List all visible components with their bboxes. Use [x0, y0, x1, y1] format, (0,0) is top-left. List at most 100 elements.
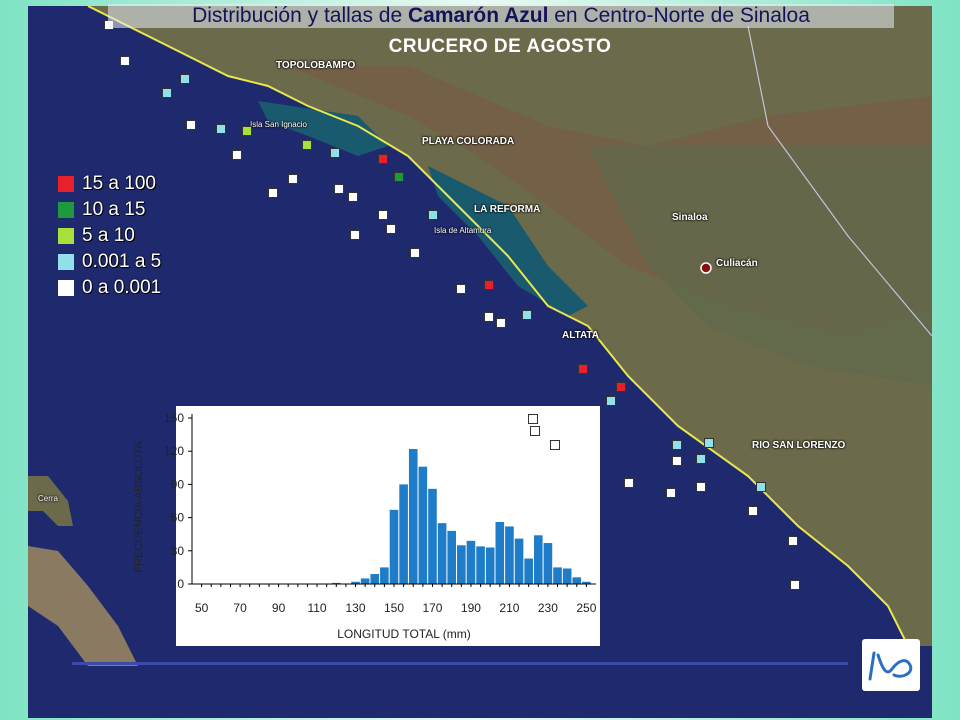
- histogram-bar: [370, 574, 380, 584]
- station-marker: [428, 210, 438, 220]
- legend-label: 15 a 100: [82, 173, 156, 194]
- x-tick-label: 250: [576, 601, 596, 615]
- legend-label: 0.001 a 5: [82, 251, 162, 272]
- station-marker: [484, 280, 494, 290]
- station-marker: [578, 364, 588, 374]
- length-histogram: 0 30 60 90 120 150 50 70 90 110 130 150 170 190 210 23…: [133, 411, 597, 641]
- station-marker: [666, 488, 676, 498]
- place-isla-altamura: Isla de Altamura: [434, 226, 492, 235]
- histogram-bar: [331, 582, 341, 584]
- histogram-bar: [360, 578, 370, 584]
- station-marker: [120, 56, 130, 66]
- y-tick-label: 60: [171, 511, 185, 525]
- title-background: [108, 4, 894, 28]
- station-marker: [550, 440, 560, 450]
- legend-label: 5 a 10: [82, 225, 135, 246]
- place-playa-colorada: PLAYA COLORADA: [422, 136, 515, 147]
- station-marker: [496, 318, 506, 328]
- histogram-bar: [505, 526, 514, 584]
- station-marker: [242, 126, 252, 136]
- histogram-bar: [553, 567, 562, 584]
- place-topolobampo: TOPOLOBAMPO: [276, 60, 356, 71]
- y-tick-label: 150: [164, 411, 184, 425]
- station-marker: [268, 188, 278, 198]
- x-axis-label: LONGITUD TOTAL (mm): [337, 627, 471, 641]
- histogram-bar: [514, 538, 524, 584]
- x-axis-ticks: 50 70 90 110 130 150 170 190 210 230 250: [195, 584, 597, 615]
- station-marker: [704, 438, 714, 448]
- title-species: Camarón Azul: [408, 4, 549, 27]
- place-cerra: Cerra: [38, 494, 59, 503]
- farmland-area-east: [588, 146, 932, 386]
- x-tick-label: 170: [422, 601, 442, 615]
- place-culiacan: Culiacán: [716, 258, 758, 269]
- station-marker: [696, 454, 706, 464]
- station-marker: [302, 140, 312, 150]
- station-marker: [748, 506, 758, 516]
- place-sinaloa: Sinaloa: [672, 212, 708, 223]
- histogram-bar: [418, 466, 428, 584]
- station-marker: [456, 284, 466, 294]
- histogram-bar: [351, 581, 360, 584]
- station-marker: [330, 148, 340, 158]
- station-marker: [410, 248, 420, 258]
- y-tick-label: 30: [171, 544, 185, 558]
- city-marker-culiacan: [700, 262, 712, 274]
- histogram-bar: [399, 484, 408, 584]
- chart-panel: [176, 406, 600, 646]
- station-marker: [334, 184, 344, 194]
- title-part-1: Distribución y tallas de: [192, 4, 408, 27]
- footer-divider: [72, 662, 848, 665]
- station-marker: [378, 210, 388, 220]
- histogram-bar: [524, 558, 533, 584]
- legend-label: 0 a 0.001: [82, 277, 162, 298]
- x-tick-label: 190: [461, 601, 481, 615]
- station-marker: [180, 74, 190, 84]
- station-marker: [788, 536, 798, 546]
- place-altata: ALTATA: [562, 330, 600, 341]
- station-marker: [616, 382, 626, 392]
- x-tick-label: 110: [307, 601, 326, 615]
- station-marker: [672, 456, 682, 466]
- histogram-bar: [380, 567, 389, 584]
- histogram-bar: [437, 523, 447, 584]
- y-tick-label: 0: [177, 577, 184, 591]
- x-tick-label: 150: [384, 601, 404, 615]
- place-la-reforma: LA REFORMA: [474, 204, 541, 215]
- y-tick-label: 120: [164, 444, 184, 458]
- station-marker: [606, 396, 616, 406]
- map-subtitle: CRUCERO DE AGOSTO: [388, 36, 612, 57]
- station-marker: [378, 154, 388, 164]
- peninsula-south: [28, 546, 138, 666]
- y-tick-label: 90: [171, 477, 185, 491]
- histogram-bar: [457, 545, 466, 584]
- histogram-bar: [495, 522, 505, 584]
- coastline: [87, 6, 909, 647]
- histogram-bar: [572, 577, 582, 584]
- station-marker: [522, 310, 532, 320]
- station-marker: [288, 174, 298, 184]
- station-marker: [624, 478, 634, 488]
- legend-swatch: [58, 280, 74, 296]
- histogram-bar: [389, 509, 399, 584]
- station-marker: [530, 426, 540, 436]
- histogram-bar: [476, 546, 485, 584]
- y-axis-ticks: 0 30 60 90 120 150: [164, 411, 192, 591]
- histogram-bar: [447, 530, 457, 584]
- station-marker: [696, 482, 706, 492]
- legend-swatch: [58, 254, 74, 270]
- histogram-bar: [466, 540, 476, 584]
- histogram-bars: [331, 448, 591, 584]
- title-part-2: en Centro-Norte de Sinaloa: [548, 4, 810, 27]
- station-marker: [186, 120, 196, 130]
- x-tick-label: 90: [272, 601, 286, 615]
- place-isla-san-ignacio: Isla San Ignacio: [250, 120, 307, 129]
- station-marker: [528, 414, 538, 424]
- institution-logo: [862, 639, 920, 691]
- lagoon-altamura: [428, 166, 588, 316]
- map-title: Distribución y tallas de Camarón Azul en…: [108, 4, 894, 28]
- legend-swatch: [58, 202, 74, 218]
- station-marker: [672, 440, 682, 450]
- histogram-bar: [533, 535, 543, 584]
- histogram-bar: [582, 581, 591, 584]
